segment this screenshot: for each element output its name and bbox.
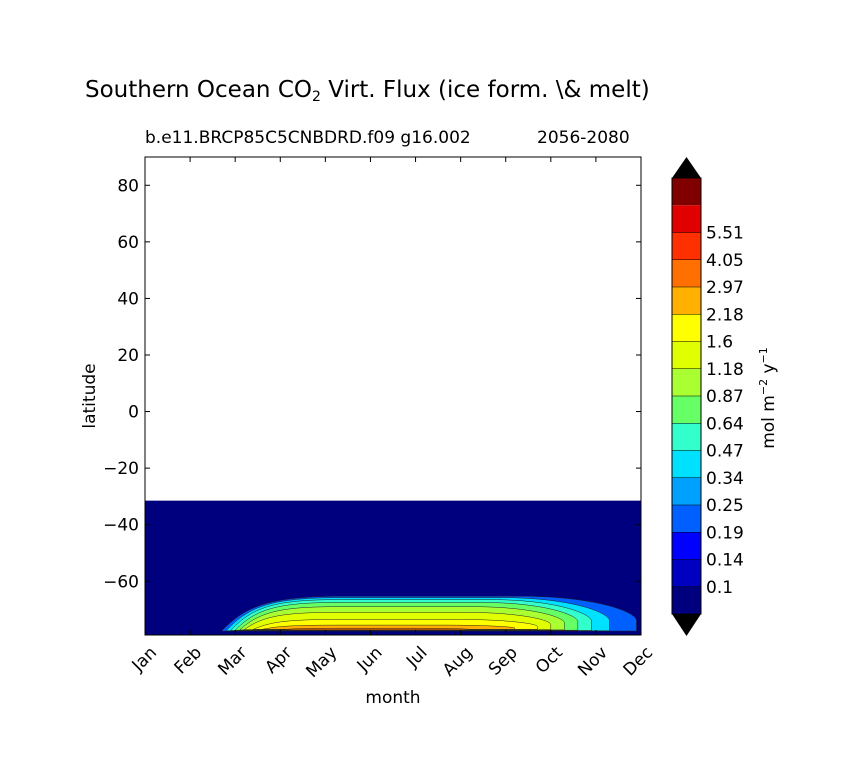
- x-tick-label-dec: Dec: [620, 643, 657, 680]
- x-tick-label-may: May: [302, 643, 341, 682]
- x-tick-label-jun: Jun: [353, 643, 387, 677]
- y-tick-label-2: 40: [117, 289, 139, 309]
- x-tick-label-sep: Sep: [485, 643, 522, 680]
- y-tick-label-3: 20: [117, 346, 139, 366]
- colorbar-label-3: 0.25: [706, 496, 744, 516]
- colorbar-segment-10: [672, 314, 701, 342]
- x-tick-label-nov: Nov: [574, 643, 612, 681]
- y-tick-label-7: −60: [103, 572, 139, 592]
- colorbar-segment-15: [672, 178, 701, 206]
- y-tick-label-6: −40: [103, 516, 139, 536]
- x-axis-label: month: [365, 688, 420, 708]
- y-tick-label-0: 80: [117, 176, 139, 196]
- colorbar-segment-11: [672, 287, 701, 315]
- x-tick-label-mar: Mar: [214, 643, 251, 680]
- axes-frame: [144, 156, 642, 636]
- y-tick-label-5: −20: [103, 459, 139, 479]
- colorbar-segment-12: [672, 259, 701, 287]
- colorbar-label-5: 0.47: [706, 442, 744, 462]
- unit-exponent-m: −2: [757, 378, 770, 396]
- unit-mid: y: [759, 363, 779, 379]
- colorbar-extend-high: [672, 157, 701, 178]
- colorbar-label-11: 2.97: [706, 278, 744, 298]
- chart-title-suffix: Virt. Flux (ice form. \& melt): [320, 77, 650, 103]
- x-tick-label-aug: Aug: [439, 643, 477, 681]
- run-name: b.e11.BRCP85C5CNBDRD.f09 g16.002: [145, 128, 471, 148]
- colorbar-label-10: 2.18: [706, 305, 744, 325]
- x-tick-label-oct: Oct: [532, 643, 567, 678]
- colorbar-segment-13: [672, 232, 701, 260]
- colorbar-segment-14: [672, 205, 701, 233]
- chart-title-prefix: Southern Ocean CO: [85, 77, 312, 103]
- colorbar-label-12: 4.05: [706, 251, 744, 271]
- colorbar-segment-0: [672, 586, 701, 614]
- colorbar-segment-1: [672, 559, 701, 587]
- x-tick-label-jul: Jul: [402, 643, 431, 672]
- year-range: 2056-2080: [537, 128, 630, 148]
- colorbar-extend-low: [672, 614, 701, 636]
- colorbar: 0.1 0.14 0.19 0.25 0.34 0.47 0.64 0.87 1.18 1.6 2.…: [671, 157, 744, 636]
- colorbar-segment-7: [672, 396, 701, 424]
- colorbar-segment-3: [672, 505, 701, 533]
- colorbar-unit-label: mol m−2 y−1: [757, 347, 779, 449]
- y-axis-label: latitude: [80, 363, 100, 428]
- contour-band-8: [280, 627, 470, 631]
- plot-area: [145, 500, 641, 635]
- x-tick-label-jan: Jan: [128, 643, 161, 676]
- colorbar-segment-9: [672, 341, 701, 369]
- colorbar-segment-5: [672, 450, 701, 478]
- colorbar-label-7: 0.87: [706, 387, 744, 407]
- colorbar-label-13: 5.51: [706, 224, 744, 244]
- unit-exponent-y: −1: [757, 347, 770, 364]
- colorbar-segment-8: [672, 368, 701, 396]
- chart-title-subscript: 2: [311, 89, 321, 105]
- y-tick-label-1: 60: [117, 233, 139, 253]
- x-tick-label-apr: Apr: [261, 643, 296, 678]
- colorbar-label-0: 0.1: [706, 578, 733, 598]
- colorbar-label-1: 0.14: [706, 551, 744, 571]
- unit-base: mol m: [759, 395, 779, 449]
- colorbar-label-9: 1.6: [706, 333, 733, 353]
- colorbar-segment-6: [672, 423, 701, 451]
- y-tick-label-4: 0: [128, 403, 139, 423]
- colorbar-segment-4: [672, 477, 701, 505]
- colorbar-label-8: 1.18: [706, 360, 744, 380]
- chart-title: Southern Ocean CO2 Virt. Flux (ice form.…: [85, 77, 650, 105]
- colorbar-segment-2: [672, 532, 701, 560]
- x-tick-label-feb: Feb: [171, 643, 206, 678]
- colorbar-label-2: 0.19: [706, 523, 744, 543]
- colorbar-label-6: 0.64: [706, 414, 744, 434]
- colorbar-label-4: 0.34: [706, 469, 744, 489]
